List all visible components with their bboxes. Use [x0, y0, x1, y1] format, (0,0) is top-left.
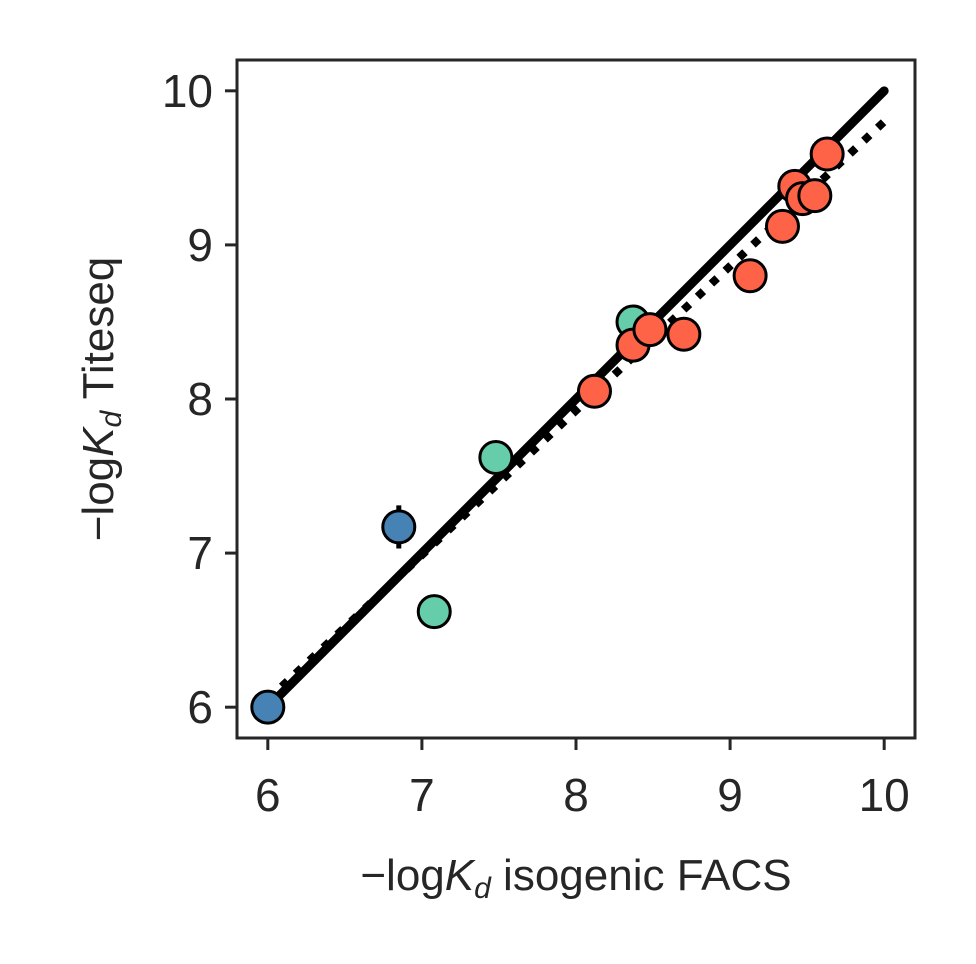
data-point [250, 689, 286, 725]
data-point [632, 312, 668, 348]
data-point [478, 440, 514, 476]
data-point [764, 208, 800, 244]
y-tick-label: 8 [187, 373, 213, 425]
x-axis-label: −logKd isogenic FACS [360, 851, 791, 905]
y-tick-label: 7 [187, 527, 213, 579]
y-tick-label: 10 [162, 65, 213, 117]
data-point [797, 178, 833, 214]
data-points [250, 136, 845, 725]
y-tick-label: 9 [187, 219, 213, 271]
x-tick-label: 10 [859, 769, 910, 821]
x-axis-ticks: 6 7 8 9 10 [255, 738, 910, 821]
x-tick-label: 7 [409, 769, 435, 821]
data-point [416, 594, 452, 630]
x-tick-label: 6 [255, 769, 281, 821]
x-tick-label: 8 [563, 769, 589, 821]
data-point [666, 316, 702, 352]
data-point [576, 373, 612, 409]
x-tick-label: 9 [717, 769, 743, 821]
y-tick-label: 6 [187, 681, 213, 733]
y-axis-ticks: 6 7 8 9 10 [162, 65, 237, 733]
data-point [732, 258, 768, 294]
data-point [381, 509, 417, 545]
y-axis-label: −logKd Titeseq [74, 257, 128, 542]
data-point [809, 136, 845, 172]
